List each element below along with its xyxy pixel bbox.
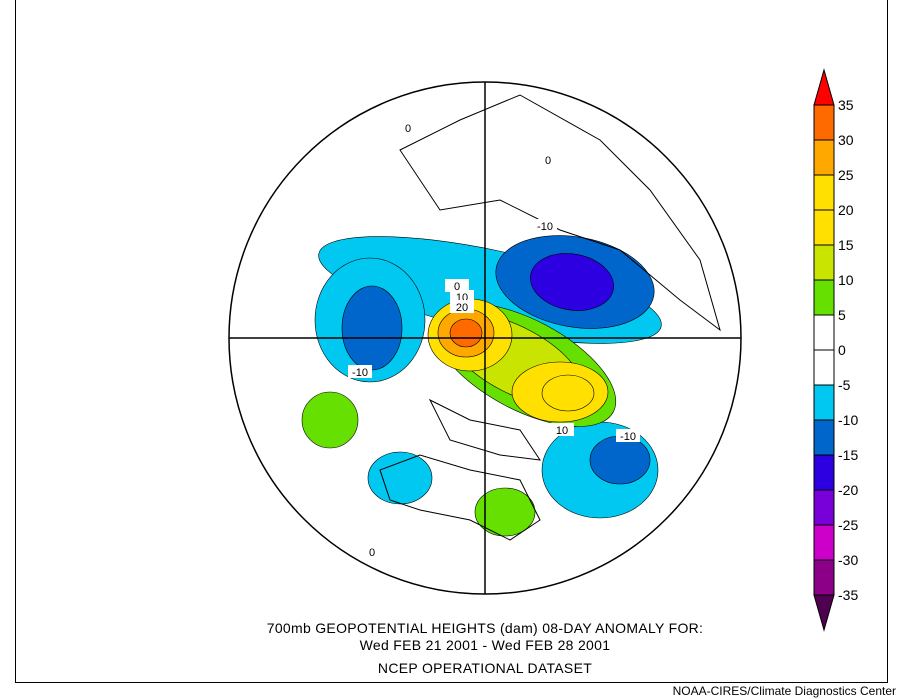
colorbar-label: -10	[838, 412, 859, 428]
anomaly-region	[589, 435, 651, 485]
colorbar-label: 25	[838, 167, 854, 183]
colorbar-box	[813, 349, 835, 386]
contour-label: -10	[537, 221, 553, 233]
colorbar-box	[813, 174, 835, 211]
colorbar-box	[813, 384, 835, 421]
title-line1: 700mb GEOPOTENTIAL HEIGHTS (dam) 08-DAY …	[266, 620, 704, 636]
credit: NOAA-CIRES/Climate Diagnostics Center	[672, 684, 896, 698]
anomaly-region	[301, 391, 359, 449]
colorbar-label: 5	[838, 307, 846, 323]
contour-label-bg	[533, 219, 557, 232]
plot-frame	[15, 0, 888, 683]
contour-label: 10	[556, 425, 568, 437]
contour-label: -10	[352, 367, 368, 379]
anomaly-region	[474, 487, 536, 537]
colorbar-box	[813, 559, 835, 596]
contour-label-bg	[396, 121, 420, 134]
anomaly-region	[449, 318, 483, 348]
colorbar-box	[813, 279, 835, 316]
colorbar-box	[813, 314, 835, 351]
anomaly-region	[541, 374, 595, 412]
colorbar-box	[813, 454, 835, 491]
contour-label: 0	[454, 281, 460, 293]
colorbar	[813, 68, 835, 632]
colorbar-label: -25	[838, 517, 859, 533]
coastline	[428, 398, 542, 461]
contour-label-bg	[536, 153, 560, 166]
anomaly-region	[530, 253, 614, 311]
contour-label-bg	[445, 279, 469, 292]
coastline	[379, 454, 541, 541]
colorbar-over-triangle	[813, 68, 835, 106]
contour-label-bg	[348, 365, 372, 378]
anomaly-fields	[301, 235, 662, 537]
colorbar-label: -30	[838, 552, 859, 568]
colorbar-label: 30	[838, 132, 854, 148]
contour-label: 0	[405, 123, 411, 135]
contour-label-bg	[360, 545, 384, 558]
colorbar-box	[813, 209, 835, 246]
colorbar-label: 15	[838, 237, 854, 253]
title-line3: NCEP OPERATIONAL DATASET	[377, 660, 593, 676]
colorbar-box	[813, 244, 835, 281]
contour-label-bg	[450, 290, 474, 303]
colorbar-label: -15	[838, 447, 859, 463]
map-lines	[228, 81, 742, 595]
colorbar-under-triangle	[813, 594, 835, 632]
colorbar-label: -5	[838, 377, 851, 393]
anomaly-region	[367, 451, 433, 505]
contour-label-bg	[616, 429, 640, 442]
colorbar-box	[813, 419, 835, 456]
contour-label: 0	[545, 155, 551, 167]
colorbar-label: 10	[838, 272, 854, 288]
colorbar-box	[813, 104, 835, 141]
coastline	[399, 94, 721, 332]
anomaly-region	[341, 285, 403, 371]
contour-label: -10	[620, 431, 636, 443]
colorbar-box	[813, 489, 835, 526]
colorbar-box	[813, 139, 835, 176]
colorbar-label: -35	[838, 587, 859, 603]
colorbar-label: -20	[838, 482, 859, 498]
colorbar-label: 35	[838, 97, 854, 113]
colorbar-label: 0	[838, 342, 846, 358]
contour-label-bg	[550, 423, 574, 436]
contour-label: 20	[456, 302, 468, 314]
contour-label: 0	[369, 547, 375, 559]
contour-label-bg	[450, 300, 474, 313]
colorbar-box	[813, 524, 835, 561]
colorbar-label: 20	[838, 202, 854, 218]
title-line2: Wed FEB 21 2001 - Wed FEB 28 2001	[359, 637, 611, 653]
